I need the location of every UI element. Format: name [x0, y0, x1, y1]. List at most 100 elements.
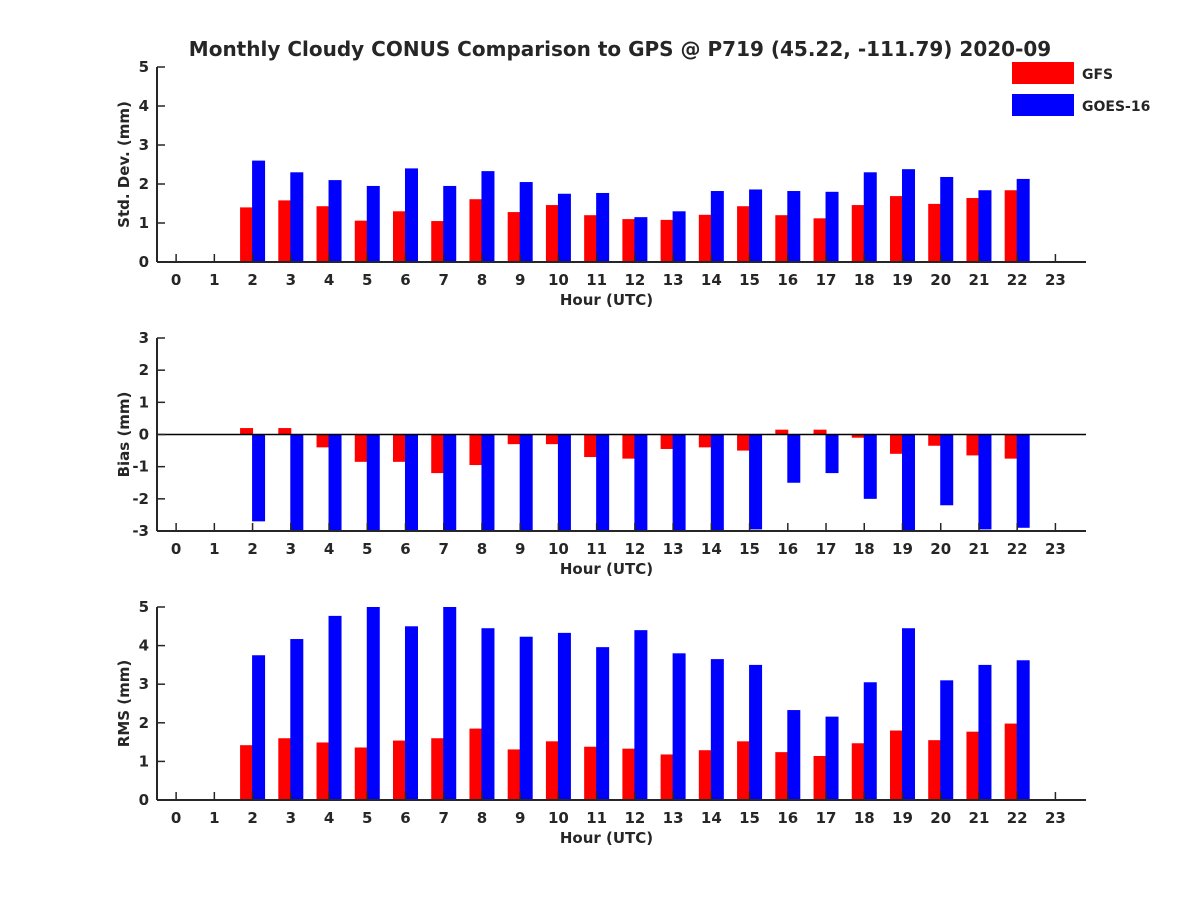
x-tick-label: 17: [816, 540, 837, 558]
x-tick-label: 0: [171, 271, 181, 289]
bar-gfs-hour-8: [469, 728, 483, 800]
x-tick-label: 6: [400, 540, 410, 558]
bar-goes-16-hour-22: [1016, 434, 1030, 528]
y-tick-label: 2: [139, 361, 149, 379]
bar-goes-16-hour-17: [825, 191, 839, 262]
bar-gfs-hour-18: [851, 743, 865, 800]
x-tick-label: 17: [816, 809, 837, 827]
bar-goes-16-hour-9: [519, 434, 533, 531]
x-tick-label: 6: [400, 809, 410, 827]
bar-gfs-hour-11: [584, 746, 598, 800]
bar-gfs-hour-6: [392, 434, 406, 462]
x-tick-label: 21: [969, 809, 990, 827]
y-tick-label: -2: [132, 490, 149, 508]
bar-gfs-hour-12: [622, 748, 636, 800]
bar-gfs-hour-22: [1004, 434, 1018, 459]
bar-goes-16-hour-21: [978, 190, 992, 262]
bar-gfs-hour-4: [316, 434, 330, 448]
bar-goes-16-hour-6: [404, 434, 418, 531]
x-tick-label: 20: [930, 540, 951, 558]
x-tick-label: 8: [477, 540, 487, 558]
bar-goes-16-hour-3: [290, 639, 304, 800]
bar-goes-16-hour-16: [787, 434, 801, 483]
x-tick-label: 20: [930, 809, 951, 827]
bar-gfs-hour-12: [622, 219, 636, 262]
x-tick-label: 23: [1045, 809, 1066, 827]
bar-goes-16-hour-14: [710, 659, 724, 800]
legend-label-gfs: GFS: [1082, 67, 1113, 83]
x-tick-label: 21: [969, 540, 990, 558]
bar-goes-16-hour-11: [596, 647, 610, 800]
bar-goes-16-hour-18: [863, 172, 877, 262]
y-tick-label: 0: [139, 253, 149, 271]
bar-gfs-hour-16: [775, 752, 789, 800]
bar-gfs-hour-6: [392, 211, 406, 262]
bar-gfs-hour-16: [775, 429, 789, 435]
bar-goes-16-hour-10: [557, 193, 571, 262]
bar-goes-16-hour-19: [901, 628, 915, 800]
bar-gfs-hour-10: [545, 741, 559, 800]
bar-goes-16-hour-17: [825, 716, 839, 800]
bar-gfs-hour-15: [737, 741, 751, 800]
x-tick-label: 19: [892, 540, 913, 558]
x-tick-label: 20: [930, 271, 951, 289]
bar-gfs-hour-3: [278, 428, 292, 435]
bar-gfs-hour-18: [851, 205, 865, 262]
y-tick-label: 2: [139, 175, 149, 193]
bar-gfs-hour-17: [813, 218, 827, 262]
bar-goes-16-hour-13: [672, 434, 686, 531]
bar-goes-16-hour-4: [328, 615, 342, 800]
bar-goes-16-hour-9: [519, 636, 533, 800]
x-tick-label: 2: [247, 271, 257, 289]
bar-goes-16-hour-14: [710, 434, 724, 531]
x-tick-label: 19: [892, 809, 913, 827]
y-tick-label: 0: [139, 426, 149, 444]
legend-swatch-goes-16: [1012, 94, 1074, 116]
bar-gfs-hour-7: [431, 738, 445, 800]
bar-goes-16-hour-5: [366, 434, 380, 531]
bar-gfs-hour-20: [928, 434, 942, 446]
x-tick-label: 0: [171, 809, 181, 827]
x-axis-label: Hour (UTC): [560, 291, 653, 309]
bar-gfs-hour-5: [354, 434, 368, 462]
bar-gfs-hour-19: [889, 730, 903, 800]
x-tick-label: 2: [247, 809, 257, 827]
y-tick-label: 3: [139, 675, 149, 693]
y-tick-label: 5: [139, 598, 149, 616]
y-tick-label: 1: [139, 752, 149, 770]
x-tick-label: 11: [586, 271, 607, 289]
x-tick-label: 3: [286, 540, 296, 558]
bar-gfs-hour-2: [240, 745, 254, 800]
y-tick-label: 4: [139, 637, 149, 655]
x-tick-label: 22: [1007, 809, 1028, 827]
y-axis-label: RMS (mm): [115, 660, 133, 747]
x-tick-label: 2: [247, 540, 257, 558]
bar-gfs-hour-10: [545, 434, 559, 445]
bar-goes-16-hour-12: [634, 217, 648, 262]
x-tick-label: 10: [548, 809, 569, 827]
bar-gfs-hour-9: [507, 434, 521, 445]
x-tick-label: 12: [624, 271, 645, 289]
bar-goes-16-hour-11: [596, 434, 610, 531]
y-tick-label: 5: [139, 58, 149, 76]
bar-gfs-hour-3: [278, 200, 292, 262]
bar-gfs-hour-5: [354, 747, 368, 800]
figure-title: Monthly Cloudy CONUS Comparison to GPS @…: [189, 37, 1051, 61]
x-tick-label: 9: [515, 540, 525, 558]
bar-gfs-hour-5: [354, 220, 368, 262]
x-tick-label: 1: [209, 809, 219, 827]
bar-gfs-hour-11: [584, 215, 598, 262]
bar-gfs-hour-15: [737, 434, 751, 451]
x-tick-label: 5: [362, 540, 372, 558]
bar-goes-16-hour-8: [481, 171, 495, 262]
x-tick-label: 12: [624, 809, 645, 827]
y-tick-label: 1: [139, 214, 149, 232]
bar-gfs-hour-14: [698, 214, 712, 262]
x-tick-label: 4: [324, 540, 334, 558]
x-tick-label: 16: [777, 271, 798, 289]
bar-gfs-hour-4: [316, 742, 330, 800]
bar-goes-16-hour-19: [901, 169, 915, 262]
